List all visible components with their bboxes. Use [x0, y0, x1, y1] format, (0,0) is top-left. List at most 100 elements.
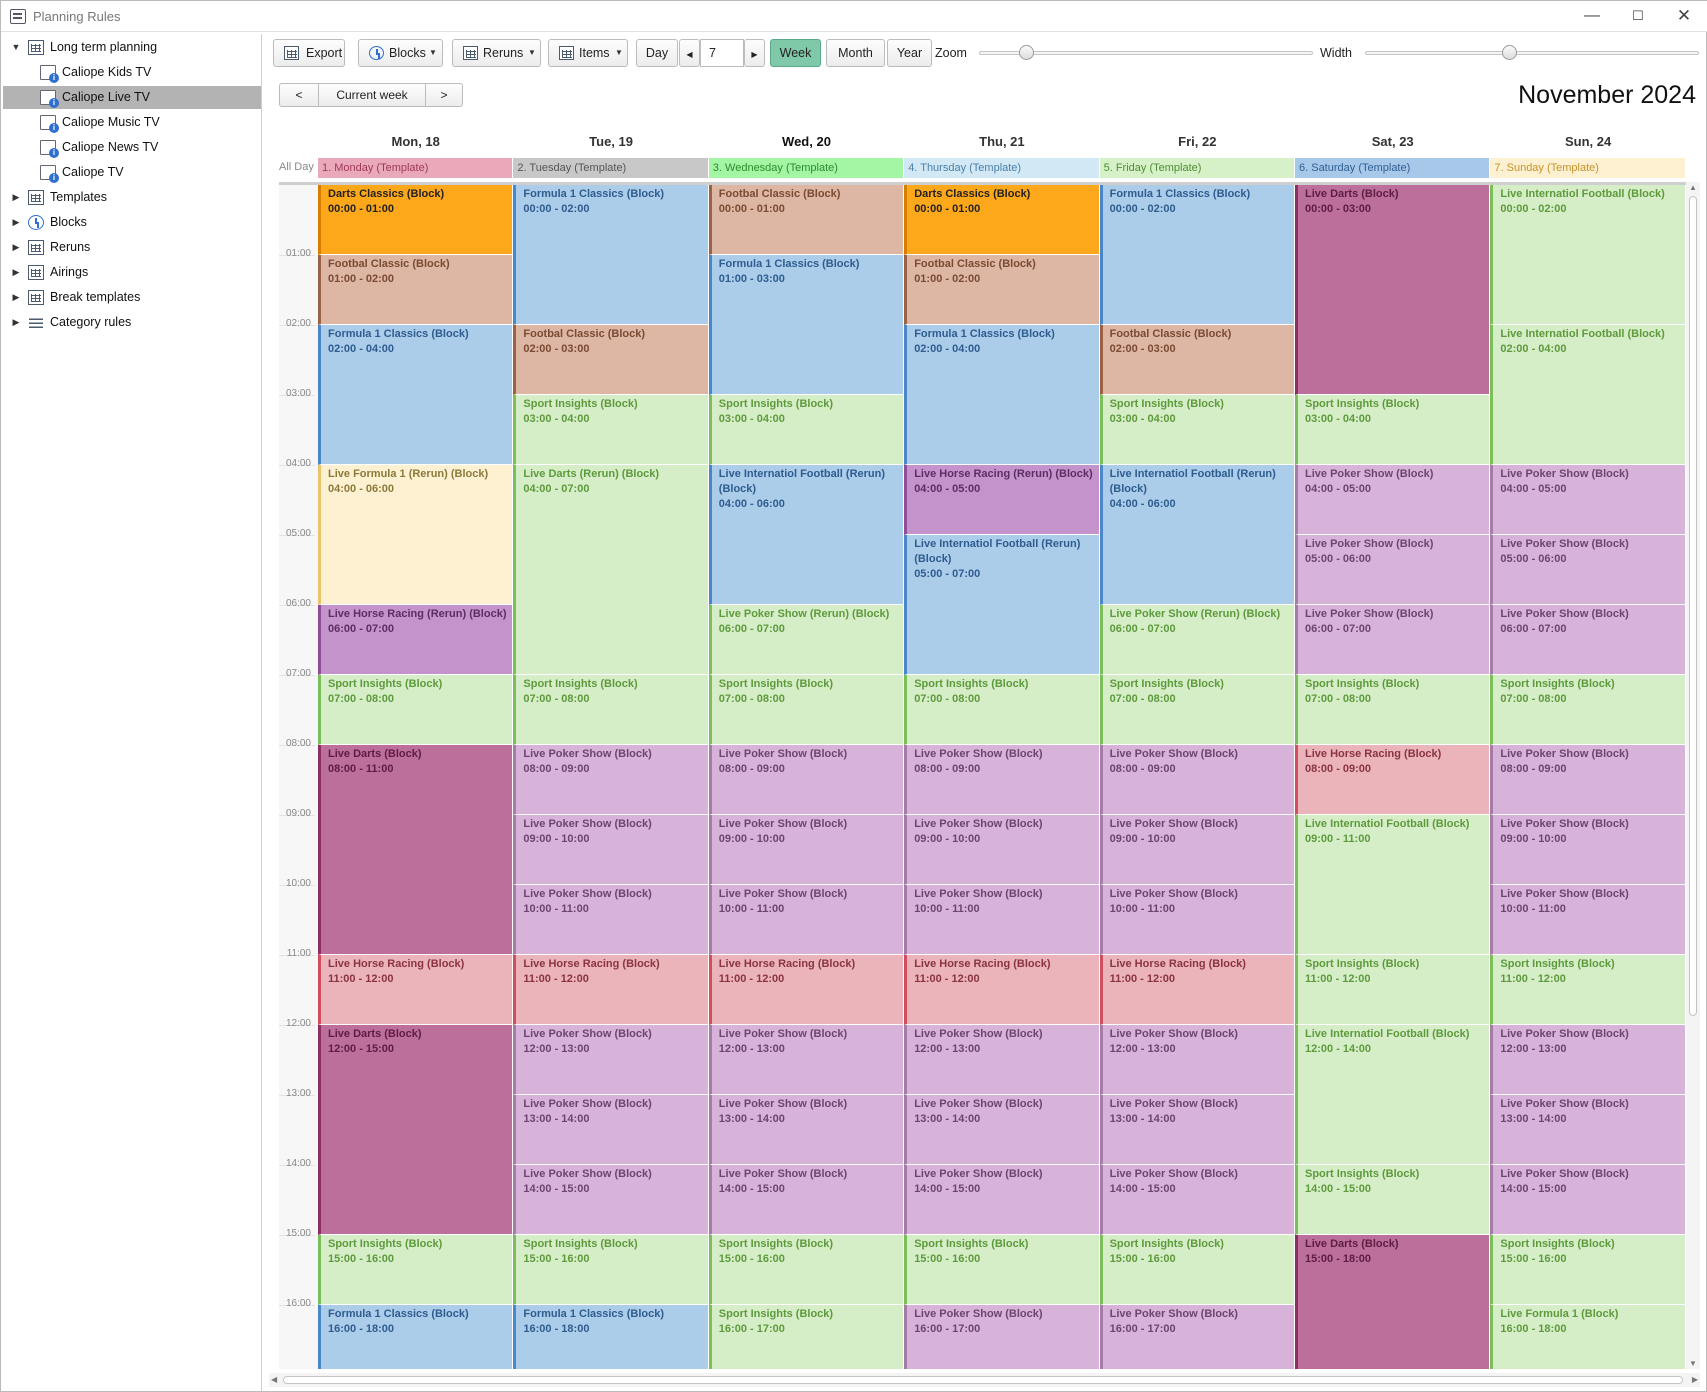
increase-days-button[interactable]: ▶	[744, 39, 765, 67]
sidebar-item-caliope-news-tv[interactable]: Caliope News TV	[3, 136, 261, 159]
calendar-event[interactable]: Live Poker Show (Block) 09:00 - 10:00	[708, 815, 905, 885]
calendar-event[interactable]: Live Poker Show (Block) 09:00 - 10:00	[1490, 815, 1686, 885]
calendar-event[interactable]: Live Poker Show (Block) 12:00 - 13:00	[1490, 1025, 1686, 1095]
calendar-event[interactable]: Live Internatiol Football (Block) 09:00 -…	[1295, 815, 1491, 955]
sidebar-item-templates[interactable]: ▶ Templates	[3, 186, 261, 209]
horizontal-scrollbar[interactable]: ◀ ▶	[269, 1373, 1700, 1387]
calendar-event[interactable]: Live Horse Racing (Block) 11:00 - 12:00	[1099, 955, 1295, 1025]
calendar-event[interactable]: Live Horse Racing (Block) 11:00 - 12:00	[708, 955, 905, 1025]
zoom-slider-thumb[interactable]	[1018, 45, 1034, 60]
vertical-scrollbar[interactable]: ▲ ▼	[1686, 182, 1700, 1369]
calendar-event[interactable]: Live Poker Show (Block) 05:00 - 06:00	[1295, 535, 1491, 605]
calendar-event[interactable]: Live Poker Show (Block) 04:00 - 05:00	[1295, 465, 1491, 535]
calendar-event[interactable]: Live Horse Racing (Block) 11:00 - 12:00	[904, 955, 1100, 1025]
calendar-event[interactable]: Formula 1 Classics (Block) 00:00 - 02:00	[1099, 185, 1295, 325]
expand-arrow-down-icon[interactable]: ▼	[11, 42, 21, 52]
day-header[interactable]: Mon, 18	[391, 134, 440, 149]
calendar-event[interactable]: Live Internatiol Football (Block) 00:00 -…	[1490, 185, 1686, 325]
calendar-event[interactable]: Sport Insights (Block) 07:00 - 08:00	[1099, 675, 1295, 745]
calendar-event[interactable]: Sport Insights (Block) 03:00 - 04:00	[708, 395, 905, 465]
day-header[interactable]: Wed, 20	[782, 134, 831, 149]
sidebar-item-blocks[interactable]: ▶ Blocks	[3, 211, 261, 234]
calendar-event[interactable]: Sport Insights (Block) 07:00 - 08:00	[904, 675, 1100, 745]
week-view-button[interactable]: Week	[770, 39, 821, 67]
next-week-button[interactable]: >	[440, 88, 448, 102]
calendar-event[interactable]: Live Poker Show (Block) 14:00 - 15:00	[513, 1165, 709, 1235]
calendar-event[interactable]: Live Poker Show (Block) 13:00 - 14:00	[1099, 1095, 1295, 1165]
maximize-button[interactable]: ☐	[1632, 8, 1644, 23]
calendar-event[interactable]: Live Poker Show (Block) 14:00 - 15:00	[1099, 1165, 1295, 1235]
horizontal-scroll-thumb[interactable]	[283, 1376, 1683, 1384]
calendar-event[interactable]: Darts Classics (Block) 00:00 - 01:00	[904, 185, 1100, 255]
calendar-event[interactable]: Sport Insights (Block) 11:00 - 12:00	[1490, 955, 1686, 1025]
calendar-event[interactable]: Live Internatiol Football (Rerun) (Block…	[904, 535, 1100, 675]
export-button[interactable]: Export	[273, 39, 345, 67]
day-header[interactable]: Sun, 24	[1564, 134, 1612, 149]
calendar-event[interactable]: Formula 1 Classics (Block) 02:00 - 04:00	[318, 325, 514, 465]
calendar-event[interactable]: Sport Insights (Block) 15:00 - 16:00	[708, 1235, 905, 1305]
calendar-event[interactable]: Live Poker Show (Block) 12:00 - 13:00	[1099, 1025, 1295, 1095]
calendar-event[interactable]: Live Internatiol Football (Block) 02:00 -…	[1490, 325, 1686, 465]
calendar-event[interactable]: Live Poker Show (Block) 08:00 - 09:00	[1099, 745, 1295, 815]
calendar-event[interactable]: Live Poker Show (Block) 05:00 - 06:00	[1490, 535, 1686, 605]
calendar-event[interactable]: Live Poker Show (Rerun) (Block) 06:00 - 0…	[708, 605, 905, 675]
blocks-dropdown[interactable]: Blocks ▼	[358, 39, 443, 67]
sidebar-item-caliope-music-tv[interactable]: Caliope Music TV	[3, 111, 261, 134]
calendar-event[interactable]: Live Poker Show (Block) 14:00 - 15:00	[708, 1165, 905, 1235]
calendar-event[interactable]: Sport Insights (Block) 16:00 - 17:00	[708, 1305, 905, 1369]
day-template-bar[interactable]: 3. Wednesday (Template)	[708, 158, 905, 178]
sidebar-item-caliope-live-tv[interactable]: Caliope Live TV	[3, 86, 261, 109]
calendar-event[interactable]: Live Poker Show (Block) 16:00 - 17:00	[904, 1305, 1100, 1369]
calendar-event[interactable]: Live Darts (Block) 00:00 - 03:00	[1295, 185, 1491, 395]
calendar-event[interactable]: Live Poker Show (Block) 13:00 - 14:00	[904, 1095, 1100, 1165]
expand-arrow-right-icon[interactable]: ▶	[12, 317, 20, 327]
calendar-event[interactable]: Live Poker Show (Block) 08:00 - 09:00	[1490, 745, 1686, 815]
calendar-event[interactable]: Live Poker Show (Block) 09:00 - 10:00	[1099, 815, 1295, 885]
calendar-event[interactable]: Live Internatiol Football (Rerun) (Block…	[708, 465, 905, 605]
calendar-event[interactable]: Live Formula 1 (Rerun) (Block) 04:00 - 06…	[318, 465, 514, 605]
day-view-button[interactable]: Day	[636, 39, 678, 67]
calendar-event[interactable]: Live Poker Show (Block) 10:00 - 11:00	[1099, 885, 1295, 955]
previous-week-button[interactable]: <	[295, 88, 303, 102]
calendar-event[interactable]: Live Horse Racing (Block) 11:00 - 12:00	[318, 955, 514, 1025]
close-button[interactable]: ✕	[1676, 6, 1692, 25]
calendar-event[interactable]: Live Poker Show (Rerun) (Block) 06:00 - 0…	[1099, 605, 1295, 675]
scroll-up-icon[interactable]: ▲	[1689, 183, 1697, 192]
calendar-event[interactable]: Sport Insights (Block) 07:00 - 08:00	[513, 675, 709, 745]
current-week-button[interactable]: Current week	[336, 88, 408, 102]
expand-arrow-right-icon[interactable]: ▶	[12, 217, 20, 227]
calendar-event[interactable]: Live Poker Show (Block) 08:00 - 09:00	[708, 745, 905, 815]
expand-arrow-right-icon[interactable]: ▶	[12, 267, 20, 277]
width-slider-thumb[interactable]	[1501, 45, 1517, 60]
decrease-days-button[interactable]: ◀	[679, 39, 700, 67]
calendar-event[interactable]: Darts Classics (Block) 00:00 - 01:00	[318, 185, 514, 255]
calendar-event[interactable]: Live Poker Show (Block) 12:00 - 13:00	[708, 1025, 905, 1095]
day-template-bar[interactable]: 2. Tuesday (Template)	[513, 158, 709, 178]
calendar-event[interactable]: Footbal Classic (Block) 02:00 - 03:00	[513, 325, 709, 395]
calendar-event[interactable]: Live Darts (Block) 15:00 - 18:00	[1295, 1235, 1491, 1369]
month-view-button[interactable]: Month	[826, 39, 885, 67]
calendar-event[interactable]: Live Darts (Rerun) (Block) 04:00 - 07:00	[513, 465, 709, 675]
calendar-event[interactable]: Live Internatiol Football (Rerun) (Block…	[1099, 465, 1295, 605]
calendar-event[interactable]: Live Horse Racing (Rerun) (Block) 06:00 -…	[318, 605, 514, 675]
calendar-event[interactable]: Sport Insights (Block) 07:00 - 08:00	[1490, 675, 1686, 745]
calendar-event[interactable]: Live Poker Show (Block) 12:00 - 13:00	[904, 1025, 1100, 1095]
day-header[interactable]: Tue, 19	[589, 134, 633, 149]
calendar-event[interactable]: Formula 1 Classics (Block) 00:00 - 02:00	[513, 185, 709, 325]
calendar-event[interactable]: Live Poker Show (Block) 14:00 - 15:00	[904, 1165, 1100, 1235]
calendar-event[interactable]: Sport Insights (Block) 07:00 - 08:00	[708, 675, 905, 745]
calendar-event[interactable]: Sport Insights (Block) 03:00 - 04:00	[513, 395, 709, 465]
items-dropdown[interactable]: Items ▼	[548, 39, 628, 67]
calendar-event[interactable]: Footbal Classic (Block) 00:00 - 01:00	[708, 185, 905, 255]
calendar-event[interactable]: Sport Insights (Block) 14:00 - 15:00	[1295, 1165, 1491, 1235]
calendar-event[interactable]: Live Poker Show (Block) 10:00 - 11:00	[1490, 885, 1686, 955]
calendar-event[interactable]: Live Poker Show (Block) 08:00 - 09:00	[904, 745, 1100, 815]
days-count-input[interactable]: 7	[700, 39, 744, 67]
calendar-event[interactable]: Live Poker Show (Block) 09:00 - 10:00	[904, 815, 1100, 885]
calendar-event[interactable]: Footbal Classic (Block) 01:00 - 02:00	[904, 255, 1100, 325]
calendar-event[interactable]: Live Poker Show (Block) 14:00 - 15:00	[1490, 1165, 1686, 1235]
calendar-event[interactable]: Footbal Classic (Block) 01:00 - 02:00	[318, 255, 514, 325]
calendar-event[interactable]: Live Poker Show (Block) 16:00 - 17:00	[1099, 1305, 1295, 1369]
day-template-bar[interactable]: 7. Sunday (Template)	[1490, 158, 1686, 178]
calendar-event[interactable]: Live Poker Show (Block) 06:00 - 07:00	[1490, 605, 1686, 675]
